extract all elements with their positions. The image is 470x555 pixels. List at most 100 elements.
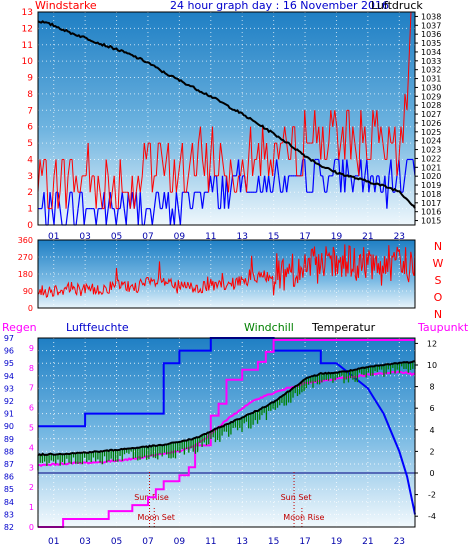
gust-mark <box>384 175 388 209</box>
hour-axis-ticks-bottom: 01 03 05 07 09 11 13 15 17 19 21 23 <box>48 537 405 547</box>
wind-mark <box>270 159 274 176</box>
gust-mark <box>398 159 402 193</box>
wind-mark <box>133 192 137 209</box>
wind-mark <box>268 159 272 176</box>
gust-mark <box>312 159 316 193</box>
wind-mark <box>65 175 69 209</box>
pressure-tick-label: 1036 <box>421 30 441 39</box>
direction-axis-ticks: 360 270 180 90 0 <box>18 236 33 313</box>
gust-mark <box>151 208 155 226</box>
pressure-tick-label: 1023 <box>421 146 441 155</box>
wind-mark <box>51 175 55 209</box>
hour-tick-label: 03 <box>79 232 90 242</box>
wind-mark <box>141 143 145 176</box>
wind-mark <box>386 126 390 160</box>
hour-tick-label: 05 <box>111 537 122 547</box>
pressure-series-line <box>37 20 416 209</box>
humidity-axis-ticks: 97 96 95 94 93 92 91 90 89 88 87 86 85 84 83 82 <box>4 334 14 532</box>
humidity-tick-label: 83 <box>4 510 14 519</box>
humidity-tick-label: 85 <box>4 485 14 494</box>
wind-mark <box>286 143 290 160</box>
legend-temperatur: Temperatur <box>311 321 376 334</box>
gust-mark <box>93 208 97 226</box>
wind-mark <box>264 143 268 160</box>
legend-windchill: Windchill <box>244 321 294 334</box>
pressure-tick-label: 1028 <box>421 101 441 110</box>
wind-mark <box>181 143 185 193</box>
pressure-tick-label: 1038 <box>421 12 441 21</box>
gust-mark <box>223 175 228 209</box>
gust-mark <box>119 192 123 209</box>
rain-tick-label: 1 <box>29 503 34 512</box>
gust-mark <box>229 175 234 193</box>
wind-mark <box>151 175 155 193</box>
wind-mark <box>334 110 338 127</box>
wind-mark <box>79 175 83 193</box>
temperature-tick-label: -4 <box>428 512 436 521</box>
gust-mark <box>402 175 406 193</box>
gust-mark <box>278 175 282 193</box>
gust-series <box>38 158 416 226</box>
hour-tick-label: 15 <box>268 537 279 547</box>
wind-mark <box>250 126 254 176</box>
gust-mark <box>326 175 330 193</box>
gust-mark <box>143 208 147 226</box>
pressure-tick-label: 1024 <box>421 137 441 146</box>
wind-mark <box>163 159 167 176</box>
gust-mark <box>390 159 394 193</box>
wind-mark <box>59 159 63 193</box>
wind-mark <box>131 175 135 209</box>
hour-tick-label: 11 <box>205 232 216 242</box>
wind-mark <box>336 126 340 160</box>
wind-mark <box>149 143 153 193</box>
wind-mark <box>232 175 236 193</box>
wind-mark <box>350 126 354 160</box>
hour-tick-label: 23 <box>394 232 405 242</box>
pressure-tick-label: 1027 <box>421 110 441 119</box>
wind-mark <box>330 110 334 127</box>
temperature-tick-label: 4 <box>429 426 434 435</box>
wind-pressure-frame <box>37 11 416 226</box>
gust-mark <box>257 175 262 193</box>
wind-mark <box>127 192 131 209</box>
gust-mark <box>346 159 350 176</box>
gust-mark <box>332 159 336 176</box>
wind-mark <box>226 175 230 193</box>
wind-mark <box>362 126 366 144</box>
pressure-tick-label: 1017 <box>421 199 441 208</box>
wind-tick-label: 6 <box>27 123 33 133</box>
humidity-tick-label: 86 <box>4 473 14 482</box>
wind-mark <box>45 159 49 209</box>
hour-tick-label: 13 <box>236 537 247 547</box>
gust-mark <box>340 159 344 193</box>
humidity-tick-label: 92 <box>4 397 14 406</box>
wind-mark <box>260 126 264 176</box>
temperature-series-line <box>37 360 416 457</box>
wind-mark <box>95 175 99 209</box>
rain-tick-label: 4 <box>29 443 34 452</box>
compass-letter: N <box>434 240 442 253</box>
rain-tick-label: 9 <box>29 344 34 353</box>
wind-mark <box>348 110 352 160</box>
wind-mark <box>382 143 386 160</box>
hour-tick-label: 03 <box>79 537 90 547</box>
wind-mark <box>221 159 225 176</box>
wind-tick-label: 2 <box>27 188 33 198</box>
wind-mark <box>187 159 191 176</box>
compass-letter: S <box>435 274 442 287</box>
wind-mark <box>358 110 362 176</box>
wind-mark <box>398 126 402 160</box>
gust-mark <box>115 208 119 226</box>
gust-mark <box>161 192 165 209</box>
wind-mark <box>105 159 109 176</box>
humidity-tick-label: 95 <box>4 359 14 368</box>
gust-mark <box>266 175 270 193</box>
pressure-tick-label: 1015 <box>421 217 441 226</box>
wind-mark <box>354 143 358 160</box>
gust-mark <box>153 192 157 209</box>
wind-mark <box>408 11 412 62</box>
annotation-label: Moon Set <box>138 513 175 522</box>
